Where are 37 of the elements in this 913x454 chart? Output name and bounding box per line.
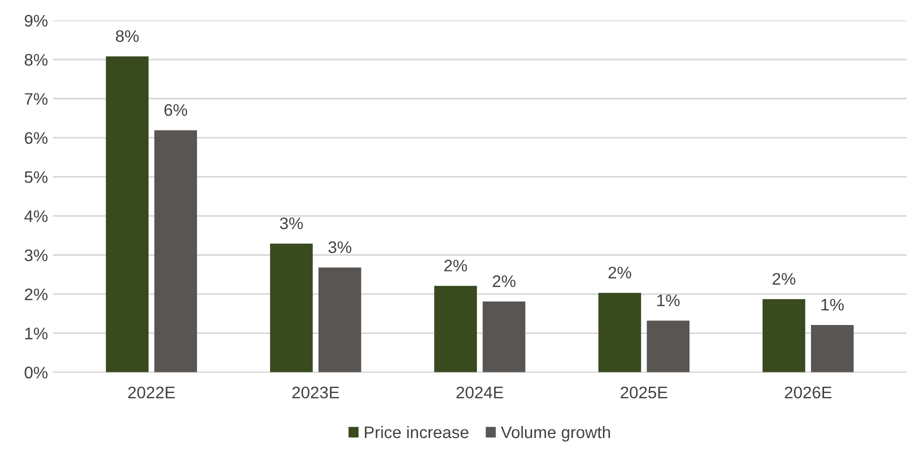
bar	[434, 286, 477, 372]
y-tick-label: 3%	[24, 249, 48, 262]
data-label: 2%	[772, 272, 796, 285]
x-tick-label: 2022E	[128, 386, 175, 398]
data-label: 3%	[280, 217, 303, 230]
bar	[318, 268, 362, 372]
bar	[646, 320, 690, 372]
data-label: 1%	[657, 294, 680, 306]
legend-label: Volume growth	[500, 426, 610, 442]
bar	[106, 56, 149, 372]
y-tick-label: 1%	[25, 328, 48, 340]
data-label: 2%	[608, 266, 632, 278]
data-label: 1%	[822, 298, 844, 311]
x-tick-label: 2023E	[292, 386, 339, 398]
y-tick-label: 7%	[24, 93, 48, 105]
y-tick-label: 6%	[24, 132, 48, 144]
y-tick-label: 4%	[24, 210, 48, 222]
y-tick-label: 0%	[24, 366, 48, 378]
x-tick-label: 2025E	[620, 386, 668, 398]
data-label: 3%	[328, 241, 352, 254]
bar	[482, 302, 526, 372]
bar	[154, 130, 198, 372]
data-label: 6%	[164, 104, 188, 116]
bar	[598, 292, 642, 372]
bar	[762, 299, 806, 372]
bar	[810, 324, 854, 372]
y-tick-label: 8%	[24, 54, 48, 66]
data-label: 2%	[444, 260, 468, 272]
x-tick-label: 2026E	[784, 386, 832, 398]
data-label: 2%	[492, 275, 516, 288]
y-tick-label: 5%	[24, 171, 48, 184]
x-tick-label: 2024E	[456, 386, 504, 398]
legend-label: Price increase	[364, 426, 468, 438]
y-tick-label: 2%	[24, 288, 48, 300]
data-label: 8%	[116, 30, 139, 42]
y-tick-label: 9%	[24, 14, 48, 27]
bar	[270, 244, 313, 372]
